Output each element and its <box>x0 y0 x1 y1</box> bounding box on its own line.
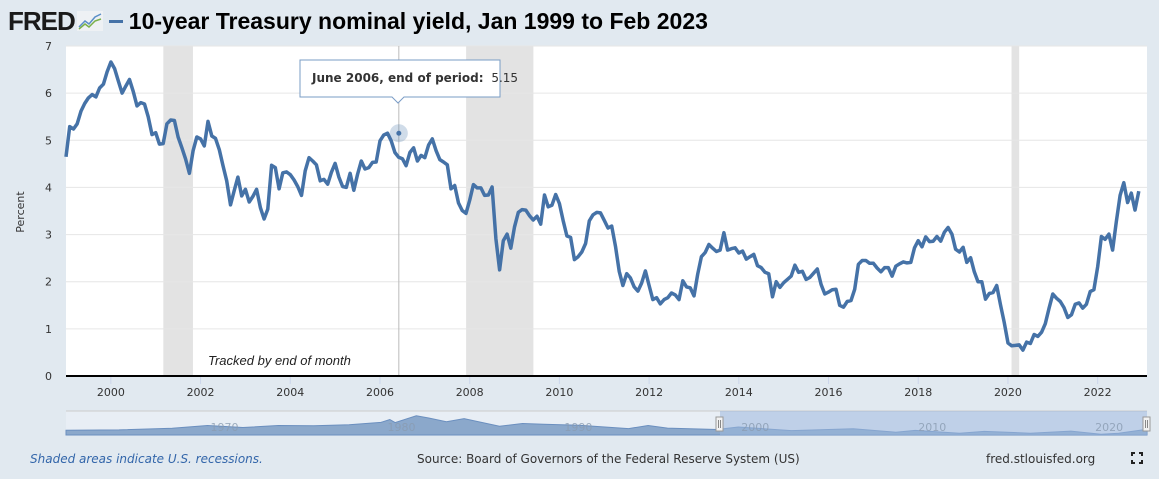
legend-swatch <box>108 19 123 23</box>
navigator-label: 2020 <box>1095 421 1123 434</box>
tooltip-label: June 2006, end of period: <box>311 71 484 85</box>
y-tick-label: 0 <box>45 370 52 383</box>
fred-logo[interactable]: FRED <box>8 5 76 36</box>
x-tick-label: 2020 <box>994 386 1022 399</box>
navigator-selection[interactable] <box>720 411 1147 435</box>
recession-note: Shaded areas indicate U.S. recessions. <box>30 452 263 466</box>
x-tick-label: 2022 <box>1084 386 1112 399</box>
annotation-text: Tracked by end of month <box>208 353 351 368</box>
y-tick-label: 1 <box>45 323 52 336</box>
x-tick-label: 2002 <box>187 386 215 399</box>
x-tick-label: 2012 <box>635 386 663 399</box>
site-link[interactable]: fred.stlouisfed.org <box>986 452 1096 466</box>
y-tick-label: 2 <box>45 276 52 289</box>
navigator[interactable]: 1970 1980 1990 2000 2010 2020 <box>65 410 1151 436</box>
series-line[interactable] <box>64 60 1141 352</box>
highlight-point[interactable] <box>396 130 402 136</box>
x-tick-label: 2016 <box>815 386 843 399</box>
line-chart[interactable]: 0 1 2 3 4 5 6 7 2000 2002 2004 2006 2008 2010 2012 201… <box>0 0 1159 450</box>
y-tick-label: 3 <box>45 229 52 242</box>
fred-graph-icon <box>76 11 103 31</box>
x-tick-label: 2006 <box>366 386 394 399</box>
x-tick-label: 2014 <box>725 386 753 399</box>
tooltip-value: 5.15 <box>491 71 518 85</box>
x-tick-label: 2018 <box>904 386 932 399</box>
x-tick-label: 2000 <box>97 386 125 399</box>
chart-title: 10-year Treasury nominal yield, Jan 1999… <box>128 7 708 34</box>
navigator-handle-right[interactable] <box>1142 416 1151 432</box>
x-tick-label: 2008 <box>456 386 484 399</box>
x-tick-label: 2010 <box>545 386 573 399</box>
navigator-handle-left[interactable] <box>715 416 724 432</box>
chart-header: FRED 10-year Treasury nominal yield, Jan… <box>8 4 708 38</box>
plot-area <box>66 46 1147 376</box>
svg-text:June 2006, end of period:: June 2006, end of period: 5.15 <box>311 71 518 85</box>
y-axis-label: Percent <box>14 191 27 233</box>
fullscreen-icon[interactable] <box>1131 452 1143 464</box>
navigator-label: 1990 <box>564 421 592 434</box>
navigator-label: 1970 <box>211 421 239 434</box>
recession-band <box>163 46 193 376</box>
y-tick-label: 5 <box>45 134 52 147</box>
navigator-label: 2000 <box>741 421 769 434</box>
recession-band <box>1011 46 1020 376</box>
source-text: Source: Board of Governors of the Federa… <box>417 452 800 466</box>
navigator-label: 1980 <box>387 421 415 434</box>
tooltip: June 2006, end of period: 5.15 <box>299 59 518 104</box>
navigator-label: 2010 <box>918 421 946 434</box>
y-tick-label: 7 <box>45 40 52 53</box>
x-tick-label: 2004 <box>276 386 304 399</box>
y-tick-label: 4 <box>45 181 52 194</box>
y-tick-label: 6 <box>45 87 52 100</box>
